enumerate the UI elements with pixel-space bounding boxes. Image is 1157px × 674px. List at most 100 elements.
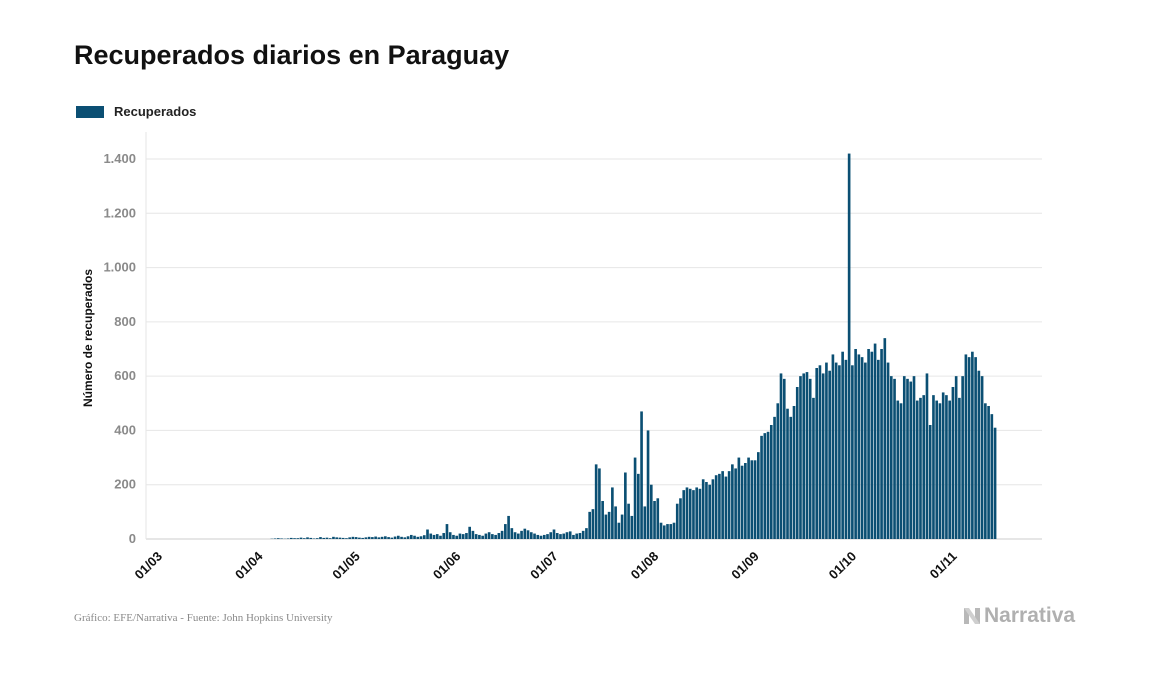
bar: [546, 534, 549, 539]
bar: [899, 403, 903, 539]
bar: [734, 468, 737, 539]
bar: [452, 534, 455, 539]
bar: [468, 526, 471, 539]
bar: [705, 482, 708, 539]
bar: [854, 349, 857, 539]
x-tick-label: 01/11: [927, 549, 960, 582]
bar: [883, 338, 887, 539]
bar: [685, 487, 689, 539]
bar: [708, 484, 711, 539]
bar: [289, 537, 293, 539]
bar: [397, 535, 400, 539]
bar: [523, 528, 527, 539]
bar: [672, 522, 676, 539]
bar: [455, 535, 459, 539]
bar: [750, 460, 754, 539]
bar: [302, 538, 306, 539]
bar: [649, 484, 653, 539]
bar: [348, 537, 351, 539]
bar: [429, 533, 433, 539]
bar: [309, 537, 313, 539]
bar: [286, 538, 290, 539]
y-tick-label: 1.200: [103, 205, 136, 220]
bar: [692, 490, 695, 539]
bar: [932, 395, 935, 539]
bar: [338, 537, 342, 539]
bar: [536, 534, 540, 539]
y-tick-label: 0: [129, 531, 136, 546]
bar: [497, 533, 501, 539]
bar: [328, 538, 332, 539]
bar: [588, 511, 591, 539]
bar: [312, 538, 316, 539]
y-tick-label: 600: [114, 368, 136, 383]
bar: [873, 343, 877, 539]
y-axis-label: Número de recuperados: [81, 269, 95, 407]
y-axis-ticks: 0 200 400 600 800 1.000 1.200 1.400: [103, 151, 136, 546]
bar: [951, 387, 955, 539]
bar: [374, 536, 377, 539]
bar: [448, 532, 452, 539]
bar: [358, 537, 361, 539]
bar: [889, 376, 893, 539]
bar: [364, 537, 368, 539]
bar: [945, 395, 948, 539]
bar: [478, 534, 481, 539]
bar: [971, 351, 974, 539]
bar: [575, 533, 579, 539]
bar: [701, 479, 705, 539]
bar: [909, 381, 913, 539]
bar: [977, 370, 981, 539]
y-tick-label: 1.000: [103, 260, 136, 275]
bar: [611, 487, 614, 539]
bar: [273, 538, 277, 539]
bar: [422, 535, 426, 539]
bar: [711, 479, 715, 539]
bar: [377, 537, 381, 539]
bar: [821, 373, 825, 539]
bar: [922, 395, 926, 539]
bar: [760, 435, 763, 539]
bar: [481, 535, 484, 539]
x-axis-ticks: 01/03 01/04 01/05 01/06 01/07 01/08 01/09 01/10…: [132, 548, 960, 582]
bar: [679, 498, 682, 539]
bar: [727, 471, 731, 539]
bar: [562, 533, 566, 539]
bar: [598, 468, 601, 539]
bar: [500, 530, 504, 539]
bar: [439, 535, 442, 539]
bar: [633, 457, 637, 539]
bars: [270, 153, 997, 539]
bar: [928, 425, 932, 539]
bar: [662, 525, 666, 539]
bar: [902, 376, 906, 539]
bar: [526, 530, 530, 539]
bar: [860, 357, 864, 539]
y-tick-label: 400: [114, 422, 136, 437]
bar: [675, 503, 679, 539]
bar: [786, 408, 789, 539]
bar: [841, 351, 844, 539]
bar: [773, 416, 776, 539]
bar: [666, 524, 669, 539]
x-tick-label: 01/06: [430, 549, 464, 583]
bar: [487, 532, 491, 539]
bar: [380, 536, 384, 539]
bar: [815, 368, 819, 539]
bar: [731, 464, 734, 539]
bar: [465, 533, 468, 539]
bar: [990, 414, 994, 539]
bar: [549, 532, 553, 539]
bar: [974, 357, 977, 539]
bar: [354, 537, 358, 539]
bar: [919, 397, 922, 539]
bar: [825, 362, 828, 539]
bar: [432, 534, 436, 539]
bar: [656, 498, 660, 539]
bar: [367, 536, 371, 539]
bar: [812, 397, 815, 539]
bar: [695, 487, 699, 539]
bar: [818, 365, 822, 539]
bar: [637, 473, 640, 539]
x-tick-label: 01/07: [527, 549, 561, 583]
